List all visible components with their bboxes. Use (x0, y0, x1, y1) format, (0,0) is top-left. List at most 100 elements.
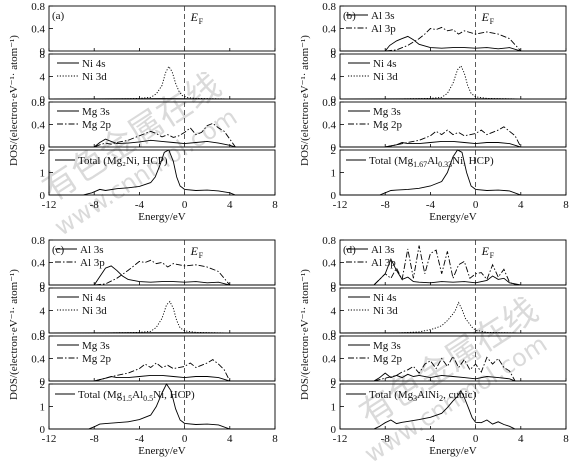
fermi-label-sub: F (199, 17, 204, 26)
y-tick-label: 0.8 (322, 1, 336, 13)
legend-label: Mg 3s (82, 106, 110, 118)
x-tick-label: -4 (135, 199, 145, 211)
y-tick-label: 4 (40, 72, 46, 84)
x-axis-label: Energy/eV (429, 211, 477, 223)
x-tick-label: 4 (227, 433, 233, 445)
y-tick-label: 0.8 (322, 97, 336, 109)
x-axis-label: Energy/eV (138, 211, 186, 223)
fermi-label: E (190, 244, 199, 258)
y-tick-label: 0.4 (31, 120, 45, 132)
legend-text: Al (132, 389, 143, 401)
legend-label: Total (Mg1.67Al0.33Ni, HCP) (369, 155, 494, 169)
dos-subplot: 00.40.8 (31, 1, 275, 58)
dos-series-line (49, 139, 275, 147)
x-tick-label: -12 (333, 199, 348, 211)
legend-label: Mg 3s (82, 340, 110, 352)
x-tick-label: 8 (563, 433, 569, 445)
fermi-label-sub: F (199, 251, 204, 260)
y-tick-label: 0.8 (31, 235, 45, 247)
legend-text: Total (Mg (78, 389, 123, 401)
legend-label: Total (Mg₂Ni, HCP) (78, 155, 168, 167)
y-tick-label: 4 (331, 72, 337, 84)
y-tick-label: 8 (331, 283, 337, 295)
legend-label: Ni 3d (82, 305, 107, 317)
y-tick-label: 2 (40, 379, 46, 391)
y-axis-label: DOS/(electron·eV⁻¹· atom⁻¹) (299, 35, 311, 166)
y-tick-label: 1 (331, 168, 337, 180)
x-tick-label: 4 (518, 433, 524, 445)
legend-label: Mg 3s (373, 340, 401, 352)
x-tick-label: 8 (563, 199, 569, 211)
x-tick-label: -4 (426, 199, 436, 211)
y-tick-label: 0.8 (322, 235, 336, 247)
legend-label: Mg 2p (373, 353, 403, 365)
x-tick-label: -12 (42, 199, 57, 211)
y-tick-label: 0.4 (31, 24, 45, 36)
y-tick-label: 1 (40, 168, 46, 180)
legend-label: Ni 4s (373, 292, 397, 304)
x-tick-label: 4 (518, 199, 524, 211)
x-tick-label: 0 (473, 433, 479, 445)
panel-label: (c) (52, 244, 65, 256)
y-tick-label: 0.4 (322, 258, 336, 270)
panel-label: (b) (343, 10, 356, 22)
y-tick-label: 2 (40, 145, 46, 157)
legend-label: Ni 3d (82, 71, 107, 83)
legend-text: Total (Mg (369, 155, 414, 167)
legend-label: Mg 2p (373, 119, 403, 131)
y-tick-label: 8 (40, 283, 46, 295)
y-tick-label: 0.8 (31, 1, 45, 13)
y-tick-label: 0.4 (31, 258, 45, 270)
legend-subscript: 1.5 (122, 394, 132, 403)
x-tick-label: 4 (227, 199, 233, 211)
fermi-label-sub: F (490, 251, 495, 260)
y-tick-label: 8 (331, 49, 337, 61)
fermi-label: E (481, 10, 490, 24)
x-tick-label: -12 (333, 433, 348, 445)
x-tick-label: 0 (182, 199, 188, 211)
dos-series-line (340, 36, 566, 51)
x-tick-label: 0 (473, 199, 479, 211)
legend-label: Al 3s (371, 244, 395, 256)
legend-label: Total (Mg3AlNi2, cubic) (369, 389, 476, 403)
legend-label: Al 3s (80, 244, 104, 256)
y-tick-label: 0.8 (31, 331, 45, 343)
subplot-frame (49, 6, 275, 51)
y-tick-label: 2 (331, 379, 337, 391)
x-axis-label: Energy/eV (138, 445, 186, 457)
x-tick-label: -8 (381, 433, 391, 445)
legend-label: Al 3s (371, 10, 395, 22)
fermi-label-sub: F (490, 17, 495, 26)
y-tick-label: 2 (331, 145, 337, 157)
legend-subscript: 0.33 (438, 160, 452, 169)
fermi-label: E (190, 10, 199, 24)
legend-label: Al 3p (371, 257, 396, 269)
x-tick-label: -8 (90, 199, 100, 211)
x-tick-label: -8 (90, 433, 100, 445)
y-tick-label: 1 (331, 402, 337, 414)
legend-label: Ni 3d (373, 305, 398, 317)
y-axis-label: DOS/(electron·eV⁻¹· atom⁻¹) (299, 269, 311, 400)
x-tick-label: 0 (182, 433, 188, 445)
legend-text: Ni, HCP) (452, 155, 494, 167)
legend-label: Al 3p (371, 23, 396, 35)
x-tick-label: -4 (135, 433, 145, 445)
y-tick-label: 0.4 (322, 354, 336, 366)
y-tick-label: 0.4 (31, 354, 45, 366)
y-tick-label: 1 (40, 402, 46, 414)
legend-text: Total (Mg (369, 389, 414, 401)
